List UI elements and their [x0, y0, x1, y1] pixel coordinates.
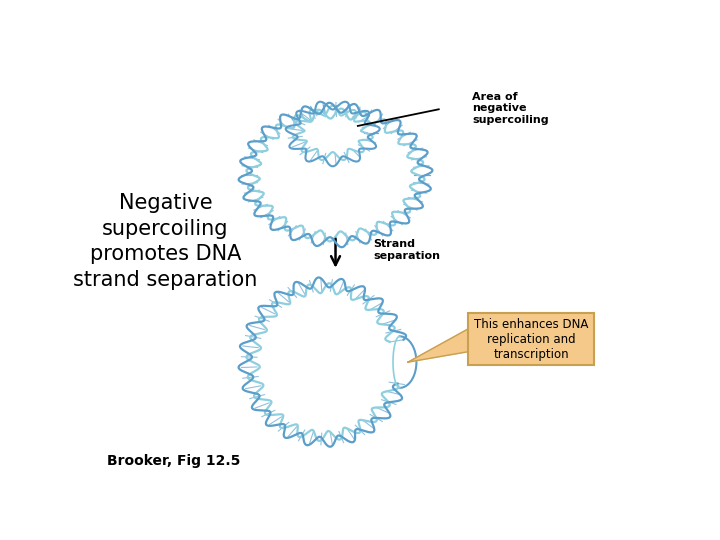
Text: Negative
supercoiling
promotes DNA
strand separation: Negative supercoiling promotes DNA stran…: [73, 193, 258, 290]
Text: Strand
separation: Strand separation: [374, 239, 441, 261]
Text: Brooker, Fig 12.5: Brooker, Fig 12.5: [107, 454, 240, 468]
Text: This enhances DNA
replication and
transcription: This enhances DNA replication and transc…: [474, 318, 588, 361]
FancyBboxPatch shape: [468, 313, 594, 365]
Polygon shape: [408, 327, 471, 362]
Text: Area of
negative
supercoiling: Area of negative supercoiling: [472, 92, 549, 125]
